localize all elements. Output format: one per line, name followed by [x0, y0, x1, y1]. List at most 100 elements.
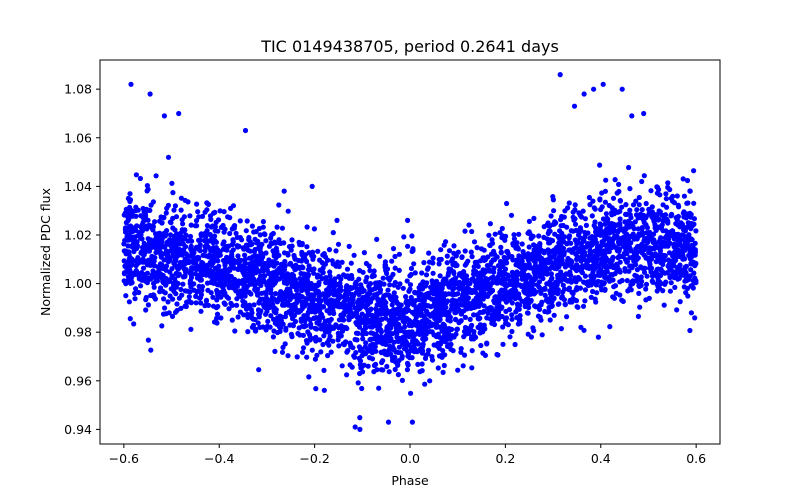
data-point [288, 331, 294, 337]
data-point [573, 227, 579, 233]
data-point [618, 227, 624, 233]
data-point [371, 369, 377, 375]
data-point [609, 205, 615, 211]
data-point [146, 246, 152, 252]
data-point [512, 295, 518, 302]
data-point [221, 259, 228, 265]
data-point [327, 269, 333, 275]
data-point [405, 243, 411, 249]
data-point [592, 219, 598, 225]
data-point [423, 272, 430, 278]
data-point [526, 218, 533, 224]
data-point [395, 372, 401, 378]
data-point [373, 283, 379, 289]
data-point [143, 294, 149, 301]
data-point [273, 276, 279, 282]
data-point [572, 221, 579, 227]
data-point [459, 254, 465, 260]
data-point [266, 271, 272, 277]
data-point [139, 226, 145, 232]
data-point [123, 220, 129, 226]
data-point [477, 315, 483, 321]
data-point [312, 335, 318, 341]
data-point [635, 215, 641, 221]
data-point [527, 274, 533, 280]
data-point [218, 279, 224, 285]
data-point [204, 228, 210, 234]
data-point [564, 314, 570, 320]
data-point [250, 322, 257, 328]
data-point [607, 324, 613, 330]
data-point [452, 275, 458, 281]
data-point [462, 262, 468, 268]
data-point [377, 253, 383, 259]
data-point [481, 288, 487, 294]
data-point [591, 254, 597, 260]
data-point [283, 289, 289, 295]
data-point [330, 230, 336, 236]
data-point [382, 262, 388, 268]
data-point [594, 290, 600, 296]
data-point [691, 221, 697, 227]
data-point [550, 197, 557, 203]
data-point [578, 241, 584, 247]
data-point [252, 326, 258, 332]
data-point [151, 280, 157, 287]
data-point [359, 364, 365, 370]
data-point [433, 285, 439, 292]
data-point [249, 259, 256, 265]
data-point [665, 263, 671, 269]
data-point [294, 309, 301, 315]
data-point [424, 309, 430, 315]
data-point [538, 247, 545, 253]
data-point [154, 278, 160, 284]
data-point [481, 303, 487, 309]
data-point [580, 263, 586, 269]
data-point [400, 341, 406, 347]
data-point [498, 244, 504, 250]
data-point [266, 263, 272, 269]
data-point [231, 265, 237, 271]
data-point [138, 232, 144, 238]
data-point [241, 263, 247, 269]
data-point [305, 329, 311, 335]
data-point [235, 314, 241, 320]
data-point [351, 252, 357, 258]
data-point [425, 347, 432, 353]
data-point [374, 296, 381, 302]
data-point [610, 272, 616, 278]
data-point [171, 241, 177, 247]
data-point [502, 276, 508, 283]
data-point [510, 273, 516, 279]
data-point [349, 364, 355, 370]
data-point [144, 188, 150, 194]
data-point [260, 219, 266, 225]
data-point [371, 268, 377, 274]
data-point [208, 216, 214, 223]
data-point [537, 256, 543, 262]
data-point [659, 212, 665, 218]
data-point [431, 291, 437, 297]
data-point [680, 272, 686, 278]
data-point [195, 209, 201, 215]
data-point [194, 289, 200, 295]
data-point [391, 339, 397, 345]
data-point [298, 318, 304, 324]
data-point [606, 230, 613, 236]
data-point [560, 222, 566, 229]
data-point [207, 231, 213, 238]
data-point [627, 286, 633, 292]
data-point [568, 228, 574, 234]
data-point [405, 217, 411, 223]
data-point [178, 207, 184, 213]
data-point [182, 261, 188, 267]
data-point [623, 211, 629, 217]
data-point [243, 228, 249, 234]
data-point [254, 289, 260, 295]
data-point [276, 237, 282, 243]
data-point [587, 202, 593, 208]
data-point [257, 298, 263, 304]
data-point [386, 369, 392, 375]
data-point [247, 302, 253, 308]
data-point [688, 267, 694, 273]
